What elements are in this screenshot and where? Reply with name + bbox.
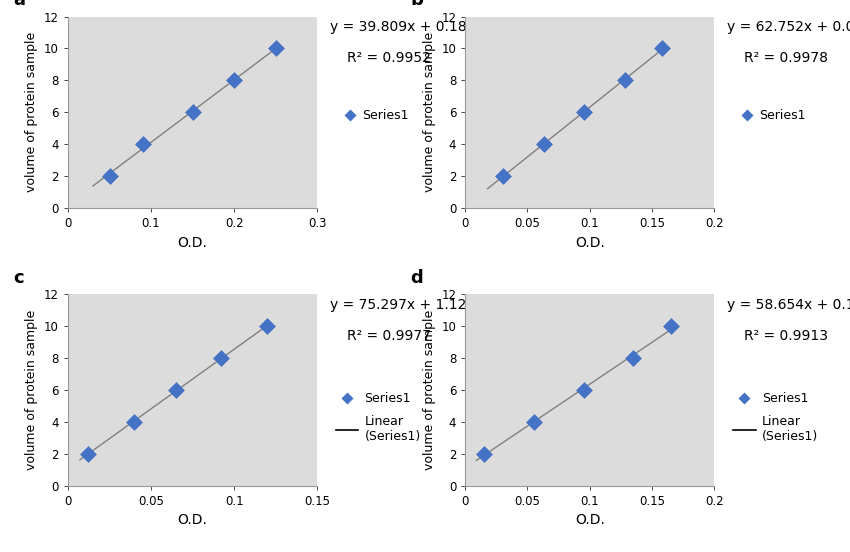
Point	[537, 140, 551, 148]
Legend: Series1, Linear
(Series1): Series1, Linear (Series1)	[733, 392, 818, 443]
Text: b: b	[411, 0, 423, 9]
Point	[103, 172, 116, 181]
Point	[81, 449, 94, 458]
Text: a: a	[14, 0, 26, 9]
Point	[260, 322, 274, 331]
Text: R² = 0.9913: R² = 0.9913	[745, 329, 828, 343]
Text: c: c	[14, 269, 24, 286]
Text: d: d	[411, 269, 423, 286]
Point	[269, 44, 282, 53]
Text: R² = 0.9978: R² = 0.9978	[745, 51, 828, 65]
Text: R² = 0.9952: R² = 0.9952	[347, 51, 431, 65]
Y-axis label: volume of protein sample: volume of protein sample	[26, 32, 38, 193]
Legend: Series1: Series1	[740, 109, 806, 122]
Text: R² = 0.9977: R² = 0.9977	[347, 329, 431, 343]
Y-axis label: volume of protein sample: volume of protein sample	[422, 32, 436, 193]
Point	[169, 386, 183, 395]
Point	[136, 140, 150, 148]
Text: y = 75.297x + 1.1208: y = 75.297x + 1.1208	[330, 298, 484, 312]
Point	[626, 354, 640, 363]
Point	[128, 417, 141, 426]
Point	[214, 354, 228, 363]
Point	[664, 322, 677, 331]
Text: y = 39.809x + 0.1879: y = 39.809x + 0.1879	[330, 20, 484, 34]
Text: y = 58.654x + 0.1581: y = 58.654x + 0.1581	[727, 298, 850, 312]
Point	[186, 108, 200, 116]
Legend: Series1: Series1	[343, 109, 409, 122]
Point	[496, 172, 509, 181]
X-axis label: O.D.: O.D.	[575, 513, 604, 527]
Y-axis label: volume of protein sample: volume of protein sample	[26, 310, 38, 470]
Point	[227, 76, 241, 85]
Point	[577, 386, 591, 395]
Point	[577, 108, 591, 116]
X-axis label: O.D.: O.D.	[178, 236, 207, 250]
Point	[655, 44, 669, 53]
X-axis label: O.D.: O.D.	[178, 513, 207, 527]
Text: y = 62.752x + 0.0637: y = 62.752x + 0.0637	[727, 20, 850, 34]
Legend: Series1, Linear
(Series1): Series1, Linear (Series1)	[336, 392, 421, 443]
Y-axis label: volume of protein sample: volume of protein sample	[422, 310, 436, 470]
Point	[527, 417, 541, 426]
Point	[477, 449, 490, 458]
Point	[618, 76, 632, 85]
X-axis label: O.D.: O.D.	[575, 236, 604, 250]
